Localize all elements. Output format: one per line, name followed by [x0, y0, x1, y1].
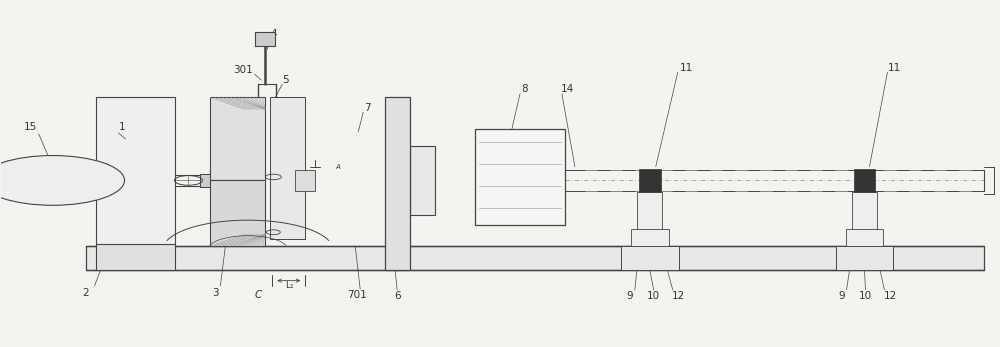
Circle shape: [0, 155, 125, 205]
Text: 301: 301: [233, 65, 253, 75]
Bar: [631, 229, 669, 246]
Bar: [854, 169, 875, 192]
Text: 11: 11: [680, 63, 693, 73]
Text: 1: 1: [119, 122, 126, 132]
Bar: [210, 180, 265, 246]
Bar: [410, 146, 435, 215]
Text: 4: 4: [270, 28, 277, 39]
Bar: [836, 246, 893, 270]
Bar: [621, 246, 679, 270]
Text: C: C: [255, 290, 262, 300]
Text: 6: 6: [394, 291, 400, 301]
Text: 9: 9: [838, 291, 845, 301]
Text: 11: 11: [888, 63, 901, 73]
Text: 10: 10: [647, 291, 660, 301]
Bar: [637, 192, 662, 246]
Bar: [852, 192, 877, 246]
Text: 15: 15: [24, 122, 37, 132]
Bar: [639, 169, 661, 192]
Text: 14: 14: [561, 84, 575, 94]
Text: 7: 7: [364, 103, 370, 113]
Bar: [255, 32, 275, 45]
Bar: [210, 98, 265, 180]
Text: 2: 2: [82, 288, 89, 298]
Bar: [96, 98, 175, 246]
Bar: [385, 98, 410, 270]
Text: 5: 5: [282, 75, 289, 85]
Text: 3: 3: [212, 288, 219, 298]
Bar: [846, 229, 883, 246]
Text: 9: 9: [627, 291, 633, 301]
Text: L₁: L₁: [285, 281, 294, 290]
Bar: [86, 246, 984, 270]
Text: 10: 10: [859, 291, 872, 301]
Text: A: A: [336, 164, 341, 170]
Text: 12: 12: [672, 291, 685, 301]
Bar: [475, 129, 565, 225]
Bar: [200, 174, 215, 187]
Text: 12: 12: [884, 291, 897, 301]
Text: 701: 701: [347, 290, 367, 300]
Text: 8: 8: [522, 84, 528, 94]
Bar: [270, 98, 305, 239]
Bar: [96, 244, 175, 270]
Bar: [295, 170, 315, 191]
